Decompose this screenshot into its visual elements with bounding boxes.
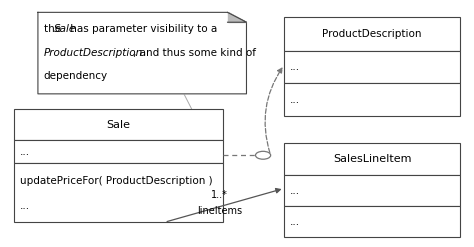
Text: ProductDescription: ProductDescription: [322, 29, 422, 39]
Bar: [284, 51, 460, 83]
Bar: [284, 175, 460, 206]
Bar: [284, 206, 460, 237]
Text: updatePriceFor( ProductDescription ): updatePriceFor( ProductDescription ): [20, 176, 212, 186]
Bar: [14, 109, 223, 141]
Text: the: the: [44, 24, 64, 34]
Bar: [14, 141, 223, 163]
Text: 1..*: 1..*: [211, 190, 228, 200]
Text: ...: ...: [290, 95, 300, 105]
Polygon shape: [38, 12, 246, 94]
Bar: [284, 17, 460, 51]
Text: lineItems: lineItems: [197, 206, 242, 216]
Text: Sale: Sale: [54, 24, 76, 34]
Text: has parameter visibility to a: has parameter visibility to a: [67, 24, 217, 34]
Bar: [14, 163, 223, 222]
Text: SalesLineItem: SalesLineItem: [333, 154, 411, 164]
Text: , and thus some kind of: , and thus some kind of: [133, 48, 255, 58]
Text: ...: ...: [290, 62, 300, 72]
Text: ...: ...: [290, 217, 300, 227]
Text: ...: ...: [290, 186, 300, 196]
Bar: [284, 83, 460, 116]
Text: ...: ...: [20, 201, 30, 211]
Polygon shape: [228, 12, 246, 22]
Bar: [284, 143, 460, 175]
Text: dependency: dependency: [44, 71, 108, 81]
Circle shape: [255, 151, 271, 159]
Text: Sale: Sale: [107, 120, 130, 130]
Text: ...: ...: [20, 147, 30, 157]
Text: ProductDescription: ProductDescription: [44, 48, 143, 58]
